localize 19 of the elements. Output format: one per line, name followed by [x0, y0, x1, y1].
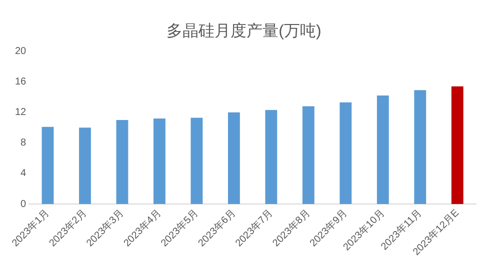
- y-tick-label: 8: [20, 138, 27, 149]
- bar: [42, 126, 54, 204]
- bar: [265, 110, 278, 204]
- bar: [228, 112, 240, 204]
- bar: [302, 106, 314, 204]
- y-tick-label: 16: [15, 76, 27, 88]
- bar: [376, 96, 389, 204]
- y-tick-label: 12: [15, 107, 27, 118]
- bar: [451, 86, 464, 204]
- chart-title: 多晶硅月度产量(万吨): [166, 22, 322, 40]
- bar: [79, 128, 91, 204]
- y-tick-label: 4: [20, 168, 27, 180]
- bar: [116, 120, 128, 204]
- bar: [414, 90, 426, 204]
- bar: [154, 118, 166, 204]
- bar: [340, 102, 352, 204]
- bar: [190, 118, 203, 204]
- y-tick-label: 0: [20, 198, 27, 210]
- y-tick-label: 20: [15, 46, 27, 57]
